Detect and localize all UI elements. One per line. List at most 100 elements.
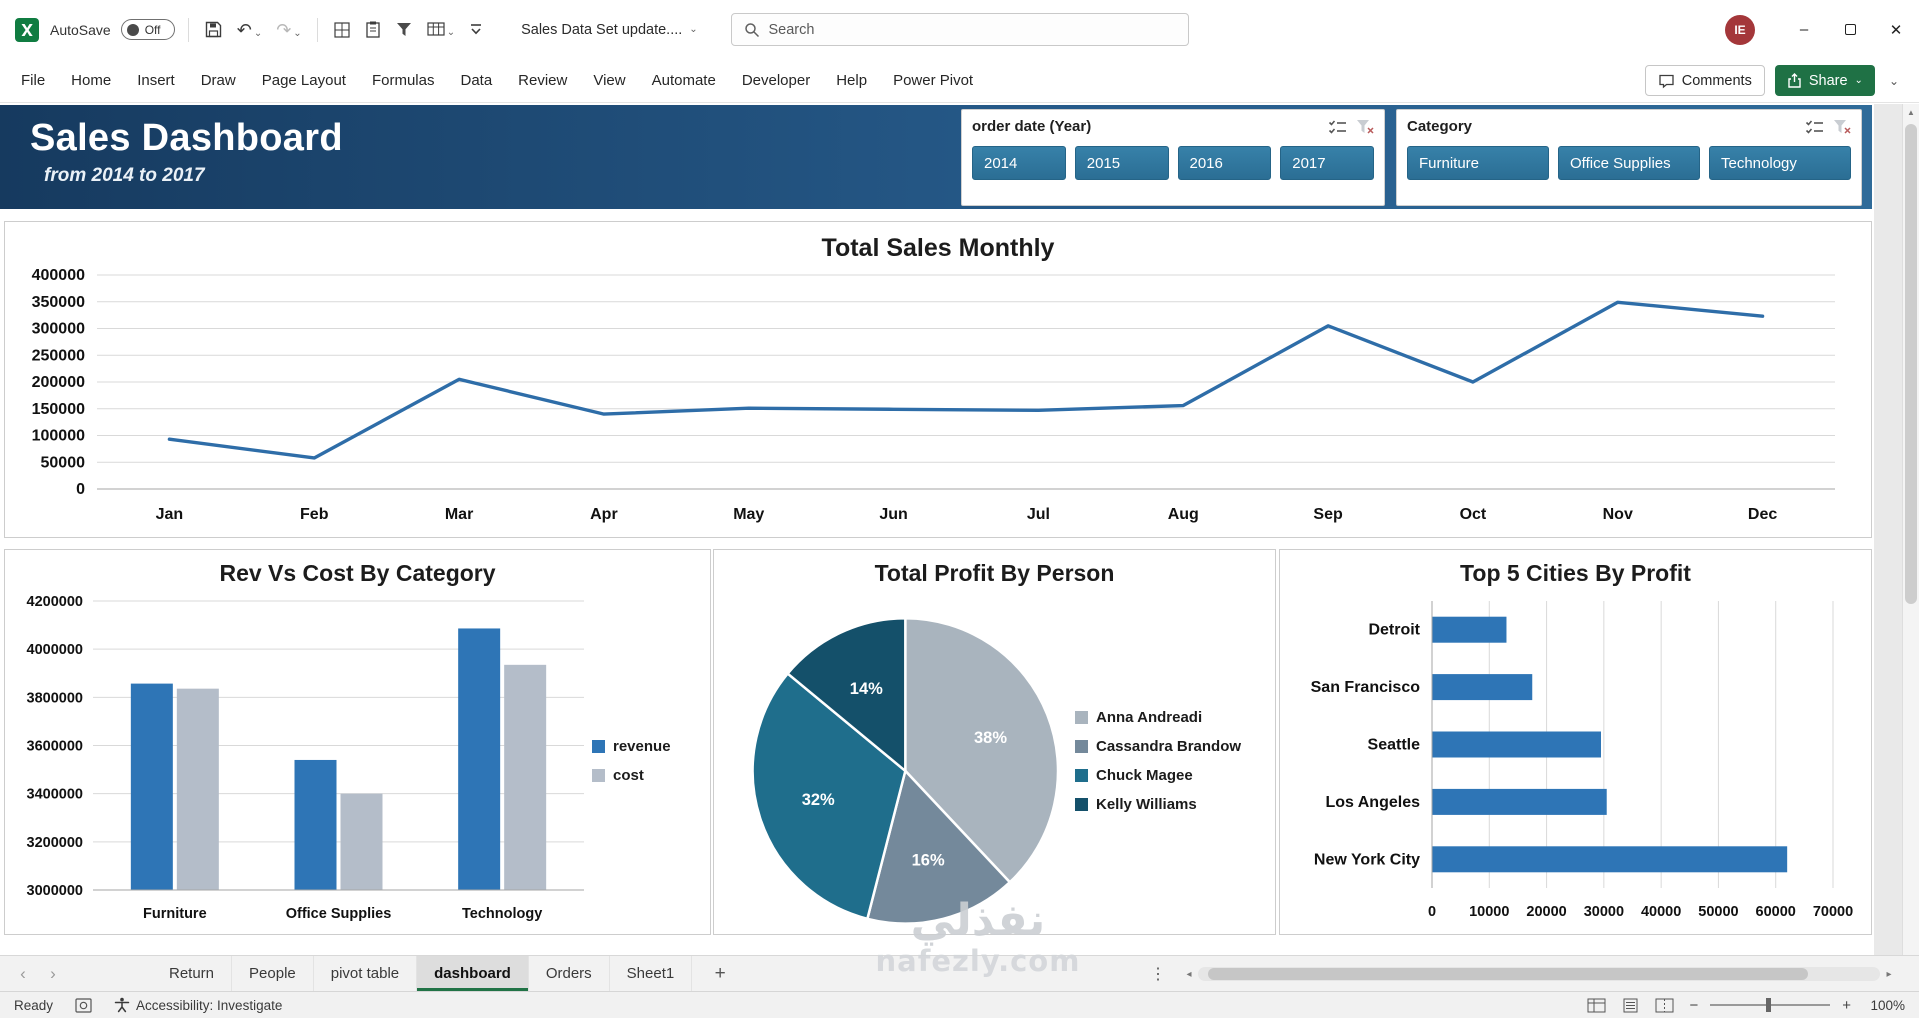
document-title[interactable]: Sales Data Set update.... ⌄	[521, 22, 698, 38]
slicer-button-2016[interactable]: 2016	[1177, 146, 1272, 180]
filter-button[interactable]	[393, 19, 415, 40]
rev-vs-cost-chart[interactable]: Rev Vs Cost By Category 3000000 3200000 34…	[4, 549, 711, 935]
slicer-button-furniture[interactable]: Furniture	[1407, 146, 1549, 180]
slicer-button-2015[interactable]: 2015	[1074, 146, 1169, 180]
svg-text:14%: 14%	[850, 680, 883, 698]
customize-toolbar-button[interactable]	[467, 21, 485, 38]
page-layout-view-button[interactable]	[1617, 995, 1643, 1015]
zoom-out-button[interactable]: −	[1689, 996, 1699, 1014]
horizontal-scrollbar[interactable]: ◂ ▸	[1180, 966, 1898, 982]
menu-tab-data[interactable]: Data	[460, 72, 493, 89]
tab-scroll-left-button[interactable]: ‹	[20, 963, 26, 983]
excel-logo-icon	[15, 17, 39, 42]
undo-button[interactable]: ↶ ⌄	[235, 19, 264, 41]
svg-text:Detroit: Detroit	[1368, 622, 1420, 639]
horizontal-scrollbar-track[interactable]	[1198, 967, 1880, 981]
title-bar: AutoSave Off ↶ ⌄ ↷ ⌄	[0, 0, 1919, 59]
vertical-scrollbar-thumb[interactable]	[1905, 124, 1917, 604]
legend-swatch	[1075, 768, 1088, 782]
redo-button[interactable]: ↷ ⌄	[274, 19, 303, 41]
dashboard-subtitle: from 2014 to 2017	[44, 164, 205, 186]
maximize-button[interactable]	[1827, 0, 1873, 59]
menu-tab-developer[interactable]: Developer	[741, 72, 811, 89]
legend-swatch	[592, 739, 605, 753]
menu-tab-review[interactable]: Review	[518, 72, 568, 89]
sheet-tab-return[interactable]: Return	[152, 956, 233, 991]
slicer-button-2014[interactable]: 2014	[972, 146, 1066, 180]
sheet-tab-pivot-table[interactable]: pivot table	[314, 956, 418, 991]
scroll-right-icon[interactable]: ▸	[1886, 968, 1892, 980]
minimize-button[interactable]: –	[1781, 0, 1827, 59]
accessibility-status[interactable]: Accessibility: Investigate	[114, 997, 282, 1013]
clear-filter-icon[interactable]	[1356, 119, 1374, 135]
zoom-slider[interactable]	[1710, 996, 1831, 1014]
sheet-tab-people[interactable]: People	[232, 956, 314, 991]
borders-button[interactable]	[331, 19, 353, 41]
svg-text:3000000: 3000000	[27, 883, 83, 899]
pie-chart-plot: 38% 16% 32% 14%	[714, 587, 1075, 934]
svg-text:Dec: Dec	[1748, 506, 1777, 523]
excel-app-icon[interactable]	[14, 17, 40, 43]
page-break-preview-button[interactable]	[1651, 995, 1677, 1015]
share-icon	[1788, 73, 1801, 88]
scroll-left-icon[interactable]: ◂	[1186, 968, 1192, 980]
table-button[interactable]: ⌄	[425, 20, 457, 40]
scroll-up-icon[interactable]: ▲	[1907, 108, 1915, 117]
add-sheet-button[interactable]: +	[714, 962, 726, 984]
zoom-slider-thumb[interactable]	[1766, 998, 1772, 1012]
comments-button[interactable]: Comments	[1644, 65, 1765, 96]
share-button[interactable]: Share ⌄	[1774, 65, 1875, 96]
menu-tab-home[interactable]: Home	[71, 72, 112, 89]
accessibility-label: Accessibility: Investigate	[136, 997, 283, 1013]
sheet-tab-sheet1[interactable]: Sheet1	[610, 956, 693, 991]
avatar[interactable]: IE	[1725, 14, 1755, 45]
ribbon-collapse-button[interactable]: ⌄	[1888, 73, 1899, 88]
svg-text:Sep: Sep	[1313, 506, 1343, 523]
autosave-label: AutoSave	[50, 21, 111, 38]
menu-tab-help[interactable]: Help	[836, 72, 868, 89]
clear-filter-icon[interactable]	[1833, 119, 1851, 135]
menu-tab-view[interactable]: View	[593, 72, 626, 89]
menu-tab-insert[interactable]: Insert	[137, 72, 175, 89]
chevron-down-icon: ⌄	[446, 26, 456, 38]
multi-select-icon[interactable]	[1805, 119, 1824, 135]
chevron-down-icon: ⌄	[253, 27, 263, 39]
menu-tab-formulas[interactable]: Formulas	[371, 72, 435, 89]
hbar-chart-plot: 0 10000 20000 30000 40000 50000 60000 70000 Detr…	[1280, 587, 1871, 934]
menu-tab-power-pivot[interactable]: Power Pivot	[893, 72, 974, 89]
zoom-in-button[interactable]: +	[1842, 996, 1851, 1014]
autosave-toggle[interactable]: Off	[120, 19, 175, 40]
horizontal-scrollbar-thumb[interactable]	[1208, 968, 1808, 980]
multi-select-icon[interactable]	[1328, 119, 1347, 135]
slicer-button-2017[interactable]: 2017	[1280, 146, 1374, 180]
close-button[interactable]: ✕	[1873, 0, 1919, 59]
menu-tab-file[interactable]: File	[21, 72, 46, 89]
tab-scroll-right-button[interactable]: ›	[50, 963, 56, 983]
menu-tab-automate[interactable]: Automate	[651, 72, 716, 89]
total-sales-monthly-chart[interactable]: Total Sales Monthly 0 50000 100000 150000 20…	[4, 221, 1872, 538]
svg-text:60000: 60000	[1756, 904, 1796, 920]
record-macro-button[interactable]	[75, 997, 92, 1013]
menu-tab-draw[interactable]: Draw	[200, 72, 236, 89]
tab-overflow-button[interactable]: ⋮	[1150, 965, 1166, 983]
slicer-order-date-year: order date (Year) 2014 2015 2016 2017	[961, 109, 1385, 206]
window-controls: IE – ✕	[1725, 0, 1919, 59]
svg-text:0: 0	[76, 481, 85, 498]
svg-text:Oct: Oct	[1460, 506, 1487, 523]
total-profit-by-person-chart[interactable]: Total Profit By Person 38% 16% 32% 14% Anna…	[713, 549, 1276, 935]
search-input[interactable]: Search	[730, 13, 1189, 46]
slicer-button-office-supplies[interactable]: Office Supplies	[1558, 146, 1700, 180]
sheet-tab-orders[interactable]: Orders	[529, 956, 610, 991]
zoom-level[interactable]: 100%	[1870, 997, 1905, 1013]
paste-button[interactable]	[363, 18, 383, 41]
top-5-cities-chart[interactable]: Top 5 Cities By Profit 0 10000 20000 30000 4…	[1279, 549, 1872, 935]
slicer-button-technology[interactable]: Technology	[1709, 146, 1851, 180]
chart-title: Top 5 Cities By Profit	[1460, 560, 1691, 586]
normal-view-button[interactable]	[1583, 995, 1609, 1015]
vertical-scrollbar[interactable]: ▲	[1902, 104, 1919, 955]
menu-tab-page-layout[interactable]: Page Layout	[261, 72, 346, 89]
legend-label: revenue	[613, 737, 671, 755]
sheet-tab-dashboard[interactable]: dashboard	[417, 956, 529, 991]
svg-text:Seattle: Seattle	[1368, 737, 1421, 754]
save-button[interactable]	[202, 18, 225, 41]
